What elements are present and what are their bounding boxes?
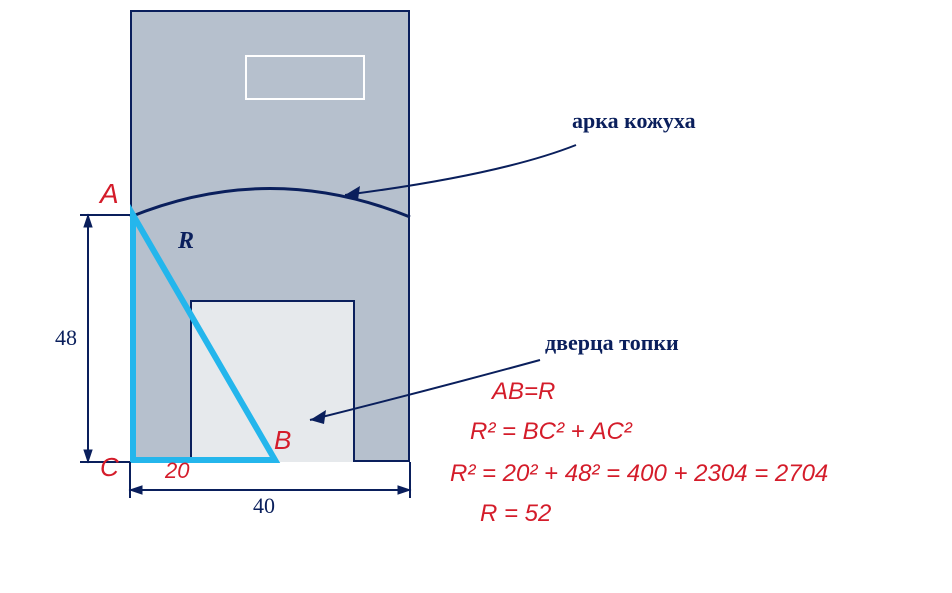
arrow-door-head [310,410,326,424]
handwriting-line3: R² = 20² + 48² = 400 + 2304 = 2704 [450,460,828,488]
handwriting-line2: R² = BC² + AC² [470,418,632,446]
handwriting-line1: AB=R [492,378,555,406]
handwriting-line4: R = 52 [480,500,551,528]
arrow-door-svg [0,0,952,593]
